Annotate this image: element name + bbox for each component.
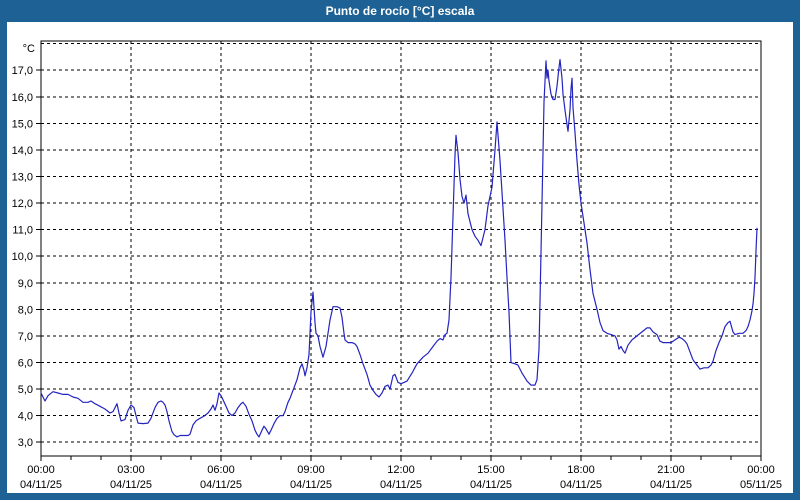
y-tick-label: 10,0 xyxy=(12,251,33,263)
y-tick-label: 3,0 xyxy=(18,437,33,449)
y-axis-unit-label: °C xyxy=(23,43,35,55)
y-tick-label: 11,0 xyxy=(12,225,33,237)
y-tick-label: 12,0 xyxy=(12,198,33,210)
x-tick-date-label: 04/11/25 xyxy=(650,479,692,491)
y-tick-label: 14,0 xyxy=(12,145,33,157)
dew-point-line xyxy=(40,58,758,438)
y-tick-label: 9,0 xyxy=(18,278,33,290)
window-title: Punto de rocío [°C] escala xyxy=(325,4,475,18)
x-tick-time-label: 00:00 xyxy=(747,464,775,476)
y-tick-label: 8,0 xyxy=(18,304,33,316)
x-tick-date-label: 04/11/25 xyxy=(110,479,152,491)
x-tick-time-label: 12:00 xyxy=(387,464,415,476)
x-tick-date-label: 04/11/25 xyxy=(560,479,602,491)
y-tick-label: 5,0 xyxy=(18,384,33,396)
x-tick-date-label: 05/11/25 xyxy=(740,479,782,491)
y-tick-label: 13,0 xyxy=(12,172,33,184)
x-tick-time-label: 21:00 xyxy=(657,464,685,476)
x-tick-date-label: 04/11/25 xyxy=(470,479,512,491)
x-tick-time-label: 15:00 xyxy=(477,464,505,476)
x-tick-time-label: 03:00 xyxy=(117,464,145,476)
y-tick-label: 17,0 xyxy=(12,65,33,77)
x-tick-time-label: 18:00 xyxy=(567,464,595,476)
y-tick-label: 6,0 xyxy=(18,358,33,370)
x-tick-date-label: 04/11/25 xyxy=(290,479,332,491)
x-tick-date-label: 04/11/25 xyxy=(20,479,62,491)
y-tick-label: 16,0 xyxy=(12,92,33,104)
y-tick-label: 15,0 xyxy=(12,118,33,130)
x-tick-time-label: 06:00 xyxy=(207,464,235,476)
x-tick-date-label: 04/11/25 xyxy=(380,479,422,491)
y-tick-label: 7,0 xyxy=(18,331,33,343)
y-tick-label: 4,0 xyxy=(18,411,33,423)
title-bar: Punto de rocío [°C] escala xyxy=(0,0,800,22)
chart-canvas: 17,0 16,0 15,0 14,0 13,0 12,0 11,0 10,0 9,0 8,0 7,… xyxy=(12,40,782,491)
x-tick-time-label: 09:00 xyxy=(297,464,325,476)
x-tick-date-label: 04/11/25 xyxy=(200,479,242,491)
chart-area: 17,0 16,0 15,0 14,0 13,0 12,0 11,0 10,0 9,0 8,0 7,… xyxy=(7,22,793,493)
x-tick-time-label: 00:00 xyxy=(27,464,55,476)
